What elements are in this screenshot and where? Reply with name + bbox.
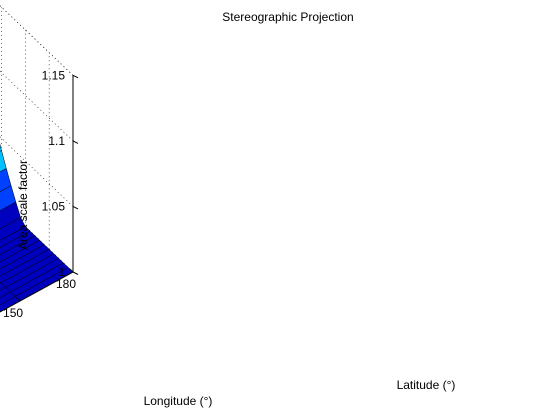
z-tick <box>72 271 79 275</box>
x-axis-label: Longitude (°) <box>144 394 213 408</box>
z-tick-label: 1.05 <box>42 199 66 213</box>
x-tick-label: 180 <box>56 277 76 291</box>
grid-line <box>0 5 74 76</box>
grid-line <box>0 5 74 76</box>
z-tick <box>72 140 79 144</box>
z-tick-label: 1.1 <box>48 134 65 148</box>
axes: 11.051.11.151801501209060300-30-60-90-12… <box>0 68 79 320</box>
z-axis-label: Area scale factor <box>16 160 30 250</box>
x-tick <box>16 297 21 302</box>
z-tick <box>72 206 79 210</box>
z-tick-label: 1 <box>58 265 65 279</box>
y-axis-label: Latitude (°) <box>397 378 456 392</box>
z-tick-label: 1.15 <box>42 68 66 82</box>
surface <box>0 143 74 313</box>
chart-title: Stereographic Projection <box>222 10 353 24</box>
z-tick <box>72 74 79 79</box>
x-tick-label: 150 <box>3 306 23 320</box>
grid-line <box>0 70 74 142</box>
x-tick <box>69 268 74 273</box>
